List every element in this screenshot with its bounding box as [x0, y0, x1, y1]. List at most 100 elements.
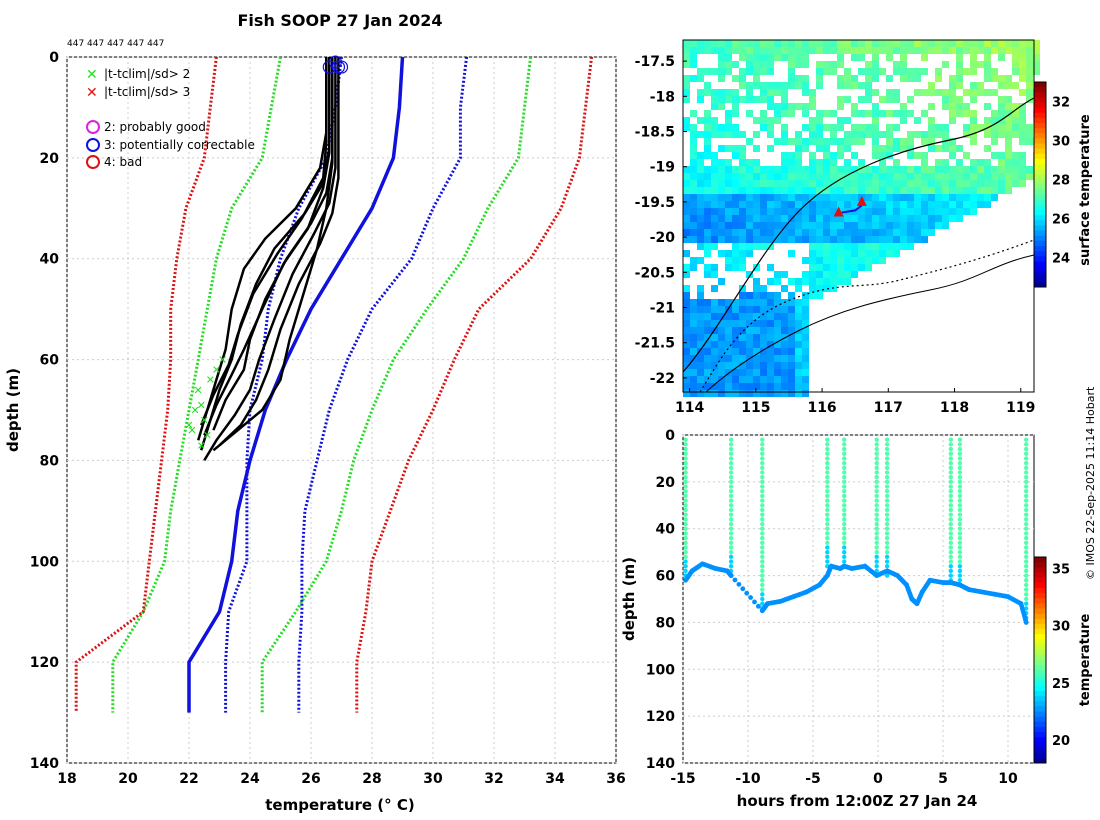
x-tick-label: 20 — [118, 771, 138, 787]
sst-cell — [830, 40, 837, 47]
sst-cell — [704, 68, 711, 75]
sst-cell — [809, 222, 816, 229]
sst-cell — [872, 103, 879, 110]
sst-cell — [725, 89, 732, 96]
sst-cell — [704, 390, 711, 397]
sst-cell — [872, 68, 879, 75]
sst-cell — [690, 341, 697, 348]
sst-cell — [893, 229, 900, 236]
sst-cell — [711, 306, 718, 313]
temperature-profile-line — [197, 57, 328, 441]
sst-cell — [760, 229, 767, 236]
sst-cell — [718, 187, 725, 194]
cast-point — [948, 559, 953, 564]
sst-cell — [928, 82, 935, 89]
sst-cell — [711, 201, 718, 208]
sst-cell — [760, 54, 767, 61]
ts-y-tick-label: 120 — [646, 709, 675, 725]
sst-cell — [865, 264, 872, 271]
sst-cell — [725, 96, 732, 103]
sst-cell — [697, 75, 704, 82]
sst-cell — [928, 201, 935, 208]
sst-cell — [781, 271, 788, 278]
sst-cell — [928, 145, 935, 152]
cast-point — [1023, 484, 1029, 489]
cast-point — [842, 451, 847, 456]
cast-point — [957, 498, 963, 503]
colorbar-segment — [1034, 153, 1046, 160]
sst-cell — [767, 145, 774, 152]
sst-cell — [963, 68, 970, 75]
sst-cell — [921, 152, 928, 159]
sst-cell — [921, 40, 928, 47]
sst-cell — [830, 68, 837, 75]
cast-point — [728, 474, 734, 480]
bottom-trace-point — [728, 573, 734, 578]
sst-cell — [858, 208, 865, 215]
sst-cell — [683, 40, 690, 47]
sst-cell — [690, 236, 697, 243]
sst-cell — [1026, 68, 1033, 75]
sst-cell — [963, 201, 970, 208]
sst-cell — [704, 82, 711, 89]
sst-cell — [830, 257, 837, 264]
sst-cell — [711, 159, 718, 166]
sst-cell — [690, 222, 697, 229]
cast-point — [948, 451, 953, 456]
sst-cell — [900, 229, 907, 236]
colorbar-segment — [1034, 205, 1046, 211]
colorbar-segment — [1034, 737, 1046, 743]
sst-cell — [725, 236, 732, 243]
sst-cell — [725, 257, 732, 264]
sst-cell — [809, 152, 816, 159]
sst-cell — [683, 194, 690, 201]
sst-cell — [865, 68, 872, 75]
cast-point — [728, 540, 734, 545]
cast-point — [884, 535, 890, 541]
sst-cell — [886, 180, 893, 187]
sst-cell — [746, 341, 753, 348]
sst-cell — [739, 187, 746, 194]
sst-cell — [802, 89, 809, 96]
sst-cell — [690, 152, 697, 159]
sst-cell — [746, 348, 753, 355]
sst-cell — [711, 243, 718, 250]
sst-cell — [697, 208, 704, 215]
sst-cell — [732, 334, 739, 341]
sst-cell — [900, 243, 907, 250]
cast-point — [842, 470, 847, 475]
sst-cell — [739, 47, 746, 54]
colorbar-segment — [1034, 230, 1046, 237]
colorbar-segment — [1034, 174, 1046, 180]
sst-cell — [970, 166, 977, 173]
cast-point — [683, 568, 688, 574]
sst-cell — [795, 138, 802, 145]
sst-cell — [704, 166, 711, 173]
legend-label: 4: bad — [104, 155, 142, 169]
sst-cell — [830, 264, 837, 271]
sst-cell — [760, 40, 767, 47]
cast-point — [1023, 479, 1029, 485]
sst-cell — [732, 75, 739, 82]
sst-cell — [753, 341, 760, 348]
cast-point — [760, 465, 765, 470]
cast-point — [948, 526, 953, 531]
sst-cell — [851, 40, 858, 47]
sst-cell — [711, 355, 718, 362]
cast-point — [825, 503, 830, 508]
sst-cell — [837, 82, 844, 89]
sst-cell — [697, 222, 704, 229]
sst-cell — [830, 222, 837, 229]
ts-y-tick-label: 80 — [656, 615, 676, 631]
cast-point — [948, 554, 953, 560]
sst-cell — [739, 54, 746, 61]
sst-cell — [865, 208, 872, 215]
sst-cell — [1012, 61, 1019, 68]
profile-id-labels: 447 447 447 447 447 — [67, 39, 164, 49]
sst-cell — [858, 96, 865, 103]
sst-cell — [753, 348, 760, 355]
sst-cell — [746, 138, 753, 145]
sst-cell — [795, 390, 802, 397]
cast-point — [874, 549, 879, 555]
sst-cell — [970, 180, 977, 187]
